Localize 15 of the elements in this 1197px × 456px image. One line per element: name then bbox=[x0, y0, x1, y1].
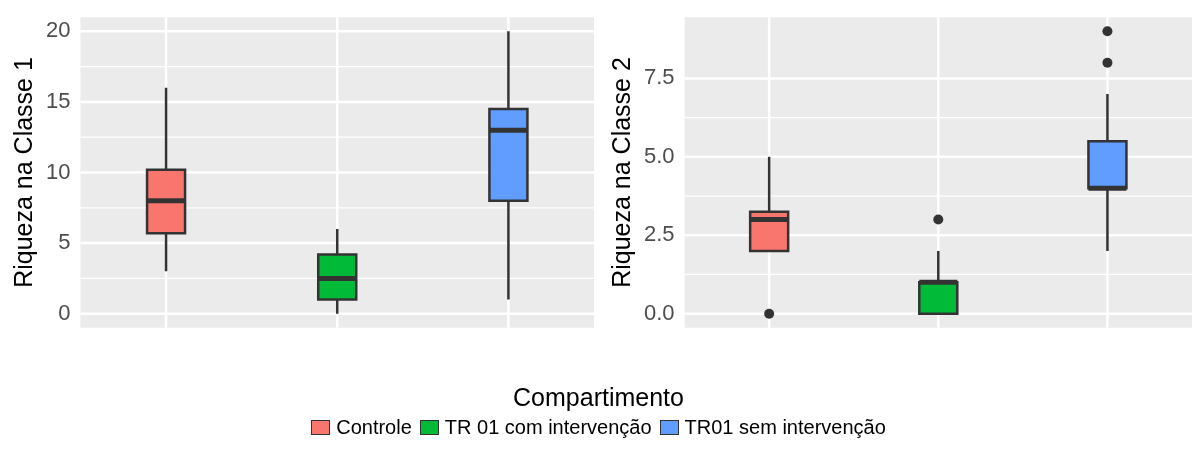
legend-label: TR01 sem intervenção bbox=[684, 416, 886, 439]
y-tick-label: 5 bbox=[58, 229, 71, 255]
y-tick-label: 10 bbox=[45, 158, 71, 184]
y-tick-label: 7.5 bbox=[643, 64, 675, 90]
y-tick-label: 0.0 bbox=[643, 299, 675, 325]
legend-label: Controle bbox=[336, 416, 412, 439]
y-tick-label: 0 bbox=[58, 299, 71, 325]
legend-label: TR 01 com intervenção bbox=[444, 416, 652, 439]
y-tick-label: 20 bbox=[45, 17, 71, 43]
y-tick-label: 2.5 bbox=[643, 221, 675, 247]
y-tick-label: 15 bbox=[45, 87, 71, 113]
legend-title: Compartimento bbox=[512, 383, 685, 412]
y-axis-title: Riqueza na Classe 2 bbox=[606, 57, 635, 288]
y-axis-title: Riqueza na Classe 1 bbox=[8, 57, 37, 288]
y-tick-label: 5.0 bbox=[643, 142, 675, 168]
